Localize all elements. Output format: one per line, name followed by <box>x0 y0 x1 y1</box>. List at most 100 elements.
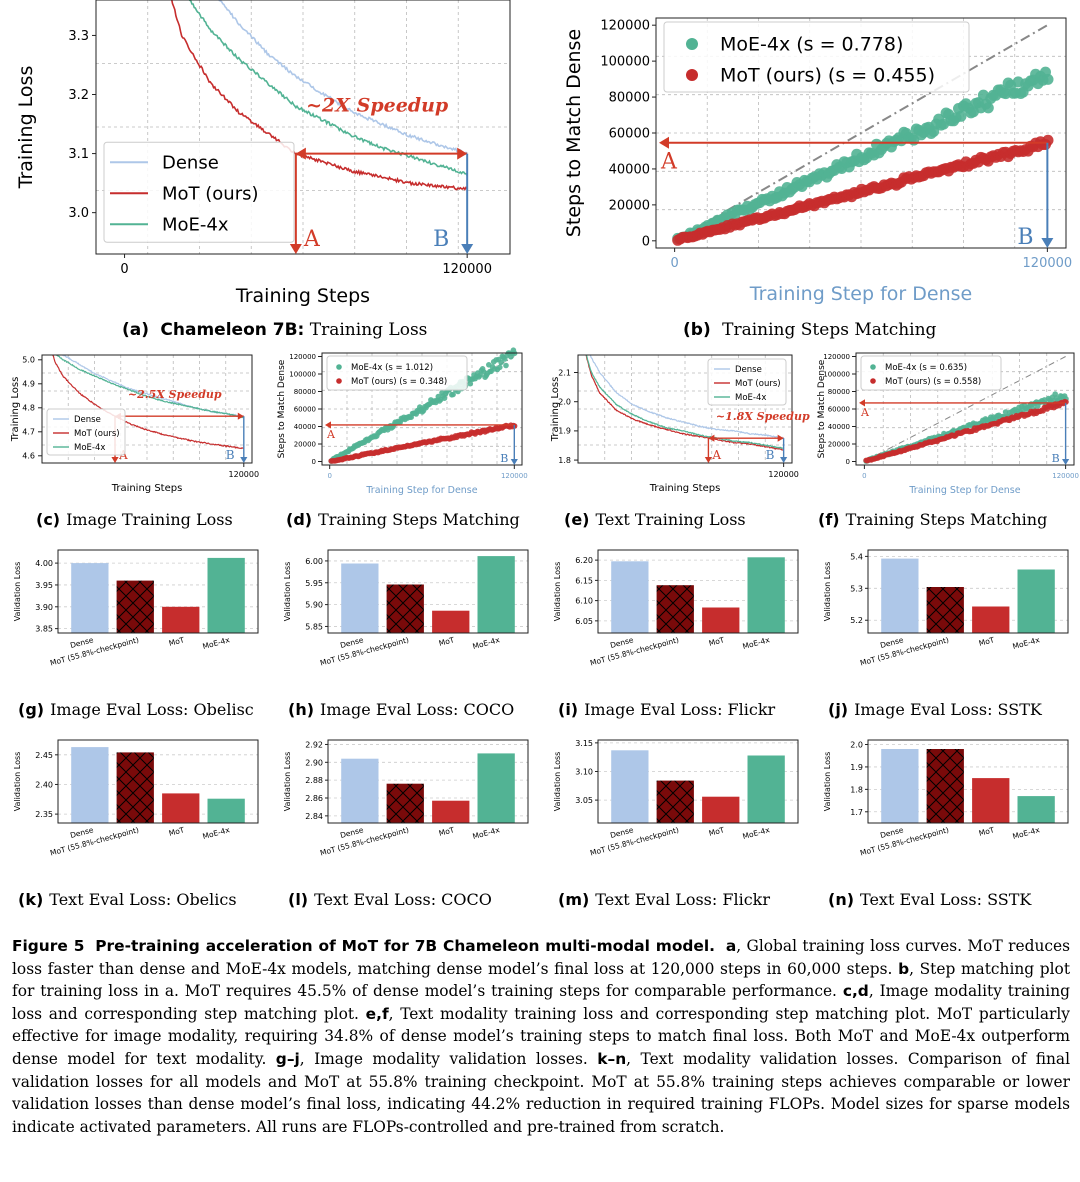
legend-label-f-0: MoE-4x (s = 0.635) <box>885 363 967 373</box>
ytick-label-e-2: 2.0 <box>558 398 571 407</box>
bar-ytick-label-5-3: 2.90 <box>305 758 323 767</box>
bar-1-3 <box>477 556 515 633</box>
bar-2-0 <box>611 561 649 633</box>
chart-e: 1.8 1.9 2.0 2.1 120000 Training Steps Training… <box>550 354 810 494</box>
bar-ytick-label-0-2: 3.95 <box>35 581 53 590</box>
panel-c-image-training-loss: 4.6 4.7 4.8 4.9 5.0 120000 Training Steps Train… <box>0 345 270 495</box>
legend-dot-d-1 <box>336 378 342 384</box>
ytick-label-d-5: 100000 <box>289 370 316 378</box>
bar-frame-1 <box>327 549 529 634</box>
bar-caption-title-6: Text Eval Loss: Flickr <box>595 890 770 909</box>
bar-xlabel-4-2: MoT <box>168 825 186 838</box>
bar-panel-7: 1.7 1.8 1.9 2.0 Dense MoT (55.8%-checkpoint) M… <box>810 730 1080 880</box>
caption-d-tag: (d) <box>286 510 313 529</box>
bar-ylabel-7: Validation Loss <box>823 752 832 812</box>
caption-a: (a) Chameleon 7B: Training Loss <box>122 320 427 340</box>
speedup-label-a: ~2X Speedup <box>306 95 449 117</box>
figure-ef-tag: e,f <box>365 1004 389 1023</box>
panel-a-training-loss: 3.0 3.1 3.2 3.3 0 120000 Training Steps Trainin… <box>0 0 530 307</box>
chart-b: 0 20000 40000 60000 80000 100000 120000 0 120000… <box>563 17 1072 305</box>
scatter-series-b-1 <box>672 134 1054 246</box>
bar-panel-1: 5.85 5.90 5.95 6.00 Dense MoT (55.8%-checkpoi… <box>270 540 540 690</box>
bar-caption-6: (m) Text Eval Loss: Flickr <box>558 890 770 909</box>
xlabel-a: Training Steps <box>235 285 370 307</box>
bar-3-2 <box>972 606 1010 633</box>
bar-0-3 <box>207 557 245 633</box>
ytick-label-e-1: 1.9 <box>558 427 571 436</box>
bar-panel-5: 2.84 2.86 2.88 2.90 2.92 Dense MoT (55.8%-chec… <box>270 730 540 880</box>
bar-xlabel-7-1: MoT (55.8%-checkpoint) <box>859 825 950 857</box>
series-e-0 <box>589 355 785 440</box>
bar-caption-3: (j) Image Eval Loss: SSTK <box>828 700 1042 719</box>
panel-e-text-training-loss: 1.8 1.9 2.0 2.1 120000 Training Steps Training… <box>540 345 810 495</box>
bar-caption-title-0: Image Eval Loss: Obelisc <box>50 700 254 719</box>
bar-xlabel-5-3: MoE-4x <box>472 825 502 841</box>
ytick-label-d-1: 20000 <box>294 440 316 448</box>
marker-b-e: B <box>766 448 775 462</box>
legend-label-c-0: Dense <box>74 415 101 425</box>
bar-caption-4: (k) Text Eval Loss: Obelics <box>18 890 237 909</box>
bar-ytick-label-3-2: 5.4 <box>850 552 863 561</box>
scatter-series-b-0 <box>672 66 1054 244</box>
point-d-0 <box>503 362 509 369</box>
chart-f: 0 20000 40000 60000 80000 100000 120000 0 120000… <box>817 352 1079 496</box>
bar-caption-title-1: Image Eval Loss: COCO <box>320 700 515 719</box>
bar-frame-3 <box>867 549 1069 634</box>
marker-b-f: B <box>1052 452 1060 465</box>
arrowhead-left-b <box>659 136 669 149</box>
figure-kn-text: , Text modality validation losses. Compa… <box>12 1049 1070 1136</box>
legend-label-c-2: MoE-4x <box>74 443 105 453</box>
figure-b-tag: b <box>898 959 910 978</box>
ytick-label-b-6: 120000 <box>600 19 650 34</box>
speedup-label-c: ~2.5X Speedup <box>128 388 222 401</box>
legend-label-a-1: MoT (ours) <box>162 184 259 205</box>
bar-ytick-label-5-0: 2.84 <box>305 812 323 821</box>
ytick-label-b-2: 40000 <box>609 162 650 177</box>
diagonal-f <box>864 356 1066 462</box>
caption-c: (c) Image Training Loss <box>36 510 233 529</box>
bar-7-0 <box>881 749 919 823</box>
ytick-label-b-3: 60000 <box>609 127 650 142</box>
frame-c <box>41 354 253 464</box>
xlabel-d: Training Step for Dense <box>365 485 477 496</box>
series-a-1 <box>170 0 468 191</box>
caption-e-title: Text Training Loss <box>595 510 746 529</box>
legend-box-e <box>707 358 787 406</box>
arrowhead-left-f <box>859 399 865 407</box>
caption-f-tag: (f) <box>818 510 840 529</box>
point-b-0 <box>955 110 967 122</box>
ylabel-a: Training Loss <box>15 66 37 190</box>
bar-xlabel-3-1: MoT (55.8%-checkpoint) <box>859 635 950 667</box>
caption-b-title: Training Steps Matching <box>722 320 937 340</box>
ytick-label-a-2: 3.2 <box>68 88 89 103</box>
bar-caption-tag-5: (l) <box>288 890 309 909</box>
xtick-label-d-0: 0 <box>327 472 331 480</box>
bar-ytick-label-2-0: 6.05 <box>575 617 593 626</box>
bar-ytick-label-7-2: 1.9 <box>850 763 863 772</box>
legend-label-b-1: MoT (ours) (s = 0.455) <box>720 65 935 87</box>
legend-dot-f-1 <box>870 378 876 384</box>
series-a-2 <box>188 0 468 177</box>
bar-caption-tag-6: (m) <box>558 890 590 909</box>
bar-caption-7: (n) Text Eval Loss: SSTK <box>828 890 1031 909</box>
point-d-0 <box>441 395 448 401</box>
ytick-label-e-3: 2.1 <box>558 368 571 377</box>
ylabel-b: Steps to Match Dense <box>563 29 585 237</box>
figure-b-text: , Step matching plot for training loss i… <box>12 959 1071 1001</box>
legend-label-a-2: MoE-4x <box>162 215 229 236</box>
xlabel-c: Training Steps <box>111 483 183 494</box>
bar-xlabel-1-2: MoT <box>438 635 456 648</box>
bar-1-0 <box>341 563 379 633</box>
bar-ytick-label-4-2: 2.45 <box>35 751 53 760</box>
bar-7-2 <box>972 778 1010 823</box>
legend-dot-f-0 <box>870 364 876 370</box>
panel-f-steps-matching: 0 20000 40000 60000 80000 100000 120000 0 120000… <box>810 345 1080 496</box>
marker-a-d: A <box>326 428 336 441</box>
ylabel-f: Steps to Match Dense <box>817 359 827 458</box>
point-d-0 <box>467 380 474 387</box>
bar-xlabel-5-1: MoT (55.8%-checkpoint) <box>319 825 410 857</box>
